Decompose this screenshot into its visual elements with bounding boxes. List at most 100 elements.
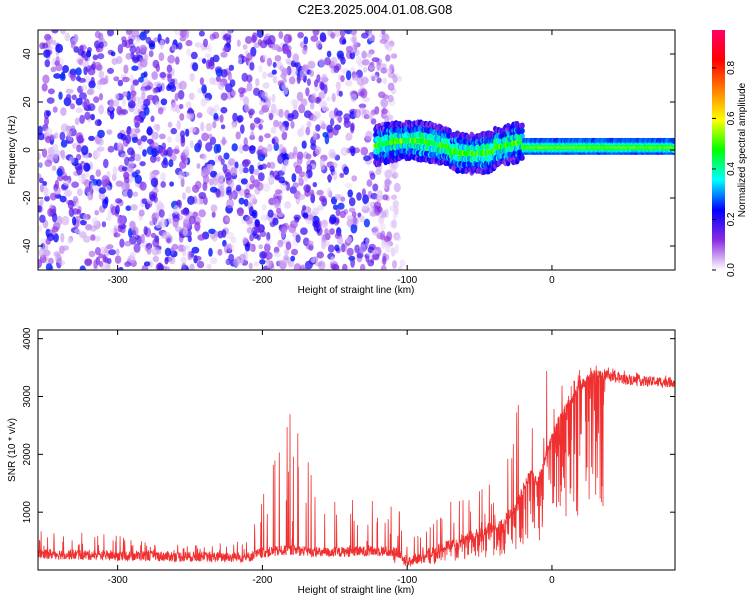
spectrogram-cell [75,97,83,106]
spectrogram-cell [331,92,336,103]
spectrogram-cell [177,199,182,209]
spectrogram-cell [340,30,346,38]
spectrogram-cell [140,72,146,79]
bottom-x-ticks: -300 -200 -100 0 [108,330,555,586]
spectrogram-cell [169,181,175,187]
spectrogram-cell [55,55,60,66]
spectrogram-cell [264,251,273,260]
spectrogram-cell [101,175,109,184]
spectrogram-cell [132,226,139,236]
spectrogram-cell [265,239,272,245]
spectrogram-cell [329,214,337,225]
spectrogram-cell [340,146,349,156]
spectrogram-cell [257,39,263,46]
spectrogram-cell [99,41,104,49]
spectrogram-cell [306,240,314,246]
spectrogram-cell [285,241,292,251]
spectrogram-cell [127,188,133,199]
spectrogram-cell [281,67,289,76]
spectrogram-cell [520,133,525,140]
spectrogram-cell [258,135,264,143]
spectrogram-cell [69,156,75,164]
spectrogram-cell [117,132,124,140]
spectrogram-cell [243,198,249,207]
spectrogram-cell [212,31,220,39]
spectrogram-cell [257,172,265,182]
spectrogram-cell [190,51,198,60]
spectrogram-cell [180,209,186,215]
spectrogram-cell [118,266,124,270]
spectrogram-cell [196,260,205,269]
spectrogram-cell [253,261,259,267]
spectrogram-cell [79,92,87,100]
spectrogram-cell [201,132,209,142]
spectrogram-cell [81,61,90,68]
spectrogram-cell [138,209,145,217]
spectrogram-cell [310,35,319,42]
spectrogram-cell [272,75,278,84]
spectrogram-cell [78,231,87,239]
spectrogram-cell [127,255,136,264]
spectrogram-cell [39,214,46,223]
spectrogram-cell [391,219,398,229]
spectrogram-cell [258,244,264,250]
spectrogram-cell [86,50,92,58]
spectrogram-cell [232,112,238,122]
spectrogram-cell [349,51,356,60]
spectrogram-cell [59,73,66,81]
spectrogram-cell [136,235,142,246]
spectrogram-cell [98,137,104,146]
spectrogram-cell [368,30,373,38]
spectrogram-cell [60,232,65,243]
spectrogram-cell [235,184,242,192]
spectrogram-cell [64,189,72,197]
spectrogram-cell [121,40,128,48]
spectrogram-cell [99,246,106,252]
spectrogram-cell [94,61,102,70]
spectrogram-cell [282,131,288,138]
spectrogram-cell [98,70,105,79]
spectrogram-cell [262,183,271,193]
spectrogram-cell [321,73,328,84]
spectrogram-cell [195,197,204,205]
spectrogram-cell [264,98,271,109]
spectrogram-cell [44,159,53,167]
spectrogram-cell [106,244,114,250]
spectrogram-cell [121,97,127,107]
spectrogram-cell [392,212,398,220]
spectrogram-cell [369,172,376,180]
tick-label: 1000 [22,501,33,524]
spectrogram-cell [89,174,95,181]
tick-label: -100 [397,275,417,286]
spectrogram-cell [372,183,379,192]
spectrogram-cell [107,145,115,153]
spectrogram-cell [164,247,172,257]
spectrogram-cell [206,263,212,270]
spectrogram-cell [300,98,308,107]
spectrogram-cell [179,36,187,42]
spectrogram-cell [161,159,169,169]
tick-label: 0.6 [726,111,737,125]
spectrogram-cell [74,215,81,224]
spectrogram-cell [258,100,265,107]
spectrogram-cell [318,260,326,270]
spectrogram-cell [115,205,120,215]
spectrogram-cell [71,94,77,101]
spectrogram-cell [360,146,369,156]
spectrogram-cell [225,83,233,93]
spectrogram-cell [302,212,309,219]
spectrogram-cell [188,215,196,225]
spectrogram-cell [140,135,148,142]
spectrogram-cell [371,225,380,236]
spectrogram-cell [520,122,525,129]
spectrogram-cell [213,112,219,120]
spectrogram-cell [144,85,152,91]
spectrogram-cell [237,57,243,65]
spectrogram-cell [392,74,398,84]
spectrogram-cell [368,207,374,214]
spectrogram-cell [216,171,225,182]
spectrogram-cell [178,103,184,110]
spectrogram-cell [228,253,235,262]
